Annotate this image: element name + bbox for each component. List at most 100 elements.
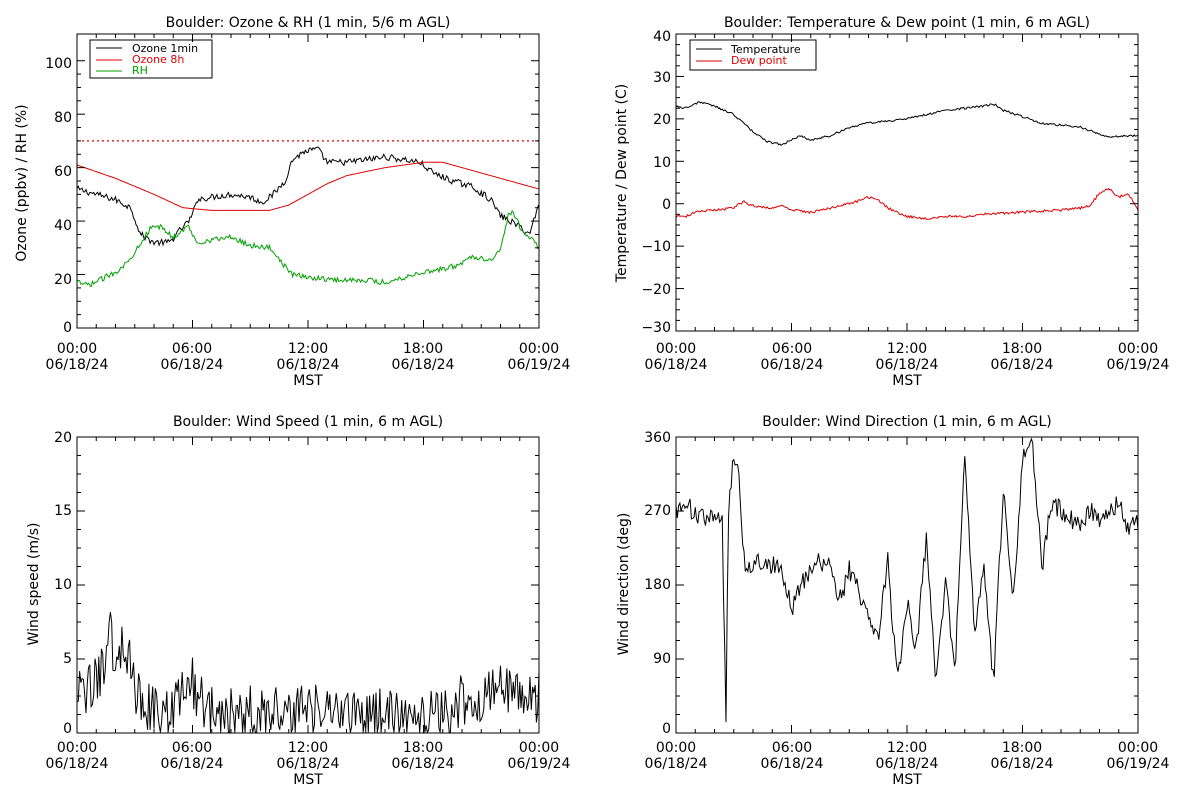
- y-tick-label: 90: [653, 651, 671, 667]
- y-tick-label: −10: [641, 239, 671, 255]
- y-tick-label: 270: [644, 503, 671, 519]
- chart-title: Boulder: Temperature & Dew point (1 min,…: [724, 15, 1090, 31]
- y-ticks: 0 90 180 270 360: [644, 430, 671, 737]
- x-tick-date: 06/18/24: [761, 756, 824, 772]
- x-tick-date: 06/18/24: [645, 756, 708, 772]
- x-tick-time: 06:00: [772, 341, 812, 357]
- x-tick-time: 12:00: [288, 341, 328, 357]
- series-line: [77, 146, 539, 247]
- x-tick-time: 00:00: [57, 341, 97, 357]
- y-axis-label: Wind speed (m/s): [26, 523, 42, 646]
- x-tick-time: 06:00: [172, 341, 212, 357]
- x-tick-time: 06:00: [172, 740, 212, 756]
- x-axis-label: MST: [892, 373, 922, 389]
- y-tick-label: 20: [653, 112, 671, 128]
- y-axis-label: Ozone (ppbv) / RH (%): [14, 104, 30, 261]
- x-tick-time: 12:00: [288, 740, 328, 756]
- chart-title: Boulder: Ozone & RH (1 min, 5/6 m AGL): [166, 15, 451, 31]
- y-tick-label: 60: [54, 164, 72, 180]
- y-tick-label: 0: [63, 721, 72, 737]
- x-tick-date: 06/18/24: [277, 357, 340, 373]
- x-tick-time: 00:00: [57, 740, 97, 756]
- x-tick-time: 00:00: [656, 740, 696, 756]
- x-tick-date: 06/19/24: [508, 357, 571, 373]
- y-tick-label: 180: [644, 577, 671, 593]
- legend: Ozone 1min Ozone 8h RH: [89, 39, 213, 79]
- plot-area: [76, 33, 540, 329]
- chart-panel-ozone-rh: Boulder: Ozone & RH (1 min, 5/6 m AGL) O…: [14, 15, 571, 389]
- x-axis-label: MST: [293, 373, 323, 389]
- x-tick-time: 12:00: [887, 740, 927, 756]
- chart-title: Boulder: Wind Direction (1 min, 6 m AGL): [762, 414, 1051, 430]
- series-line: [676, 437, 1138, 723]
- y-tick-label: 0: [662, 721, 671, 737]
- series-line: [676, 187, 1138, 220]
- x-tick-time: 18:00: [403, 740, 443, 756]
- y-tick-label: 80: [54, 110, 72, 126]
- chart-panel-temperature-dewpoint: Boulder: Temperature & Dew point (1 min,…: [614, 15, 1170, 389]
- y-tick-label: 40: [653, 29, 671, 45]
- legend-label: Dew point: [731, 54, 787, 67]
- y-tick-label: 10: [54, 577, 72, 593]
- x-tick-time: 00:00: [1118, 740, 1158, 756]
- x-tick-time: 18:00: [1002, 341, 1042, 357]
- legend-label: Ozone 8h: [132, 53, 184, 66]
- legend-label: Ozone 1min: [132, 42, 198, 55]
- chart-panel-wind-direction: Boulder: Wind Direction (1 min, 6 m AGL)…: [616, 414, 1170, 788]
- plot-area: [675, 33, 1139, 332]
- x-tick-time: 00:00: [519, 740, 559, 756]
- y-tick-label: −20: [641, 282, 671, 298]
- x-tick-date: 06/18/24: [645, 357, 708, 373]
- x-tick-date: 06/18/24: [876, 357, 939, 373]
- x-tick-time: 12:00: [887, 341, 927, 357]
- chart-panel-wind-speed: Boulder: Wind Speed (1 min, 6 m AGL) Win…: [26, 414, 571, 788]
- plot-area: [675, 436, 1139, 734]
- y-tick-label: 15: [54, 503, 72, 519]
- x-tick-time: 18:00: [1002, 740, 1042, 756]
- plot-area: [76, 436, 540, 734]
- x-tick-date: 06/18/24: [161, 756, 224, 772]
- x-tick-time: 00:00: [1118, 341, 1158, 357]
- y-tick-label: 360: [644, 430, 671, 446]
- x-tick-date: 06/19/24: [508, 756, 571, 772]
- y-ticks: −30 −20 −10 0 10 20 30 40: [641, 29, 671, 336]
- y-ticks: 0 20 40 60 80 100: [45, 56, 72, 336]
- x-ticks: 00:00 06/18/24 06:00 06/18/24 12:00 06/1…: [46, 341, 571, 373]
- x-tick-date: 06/18/24: [161, 357, 224, 373]
- legend-box: [89, 39, 213, 79]
- x-tick-date: 06/18/24: [876, 756, 939, 772]
- x-tick-time: 06:00: [772, 740, 812, 756]
- y-tick-label: 30: [653, 70, 671, 86]
- x-ticks: 00:00 06/18/24 06:00 06/18/24 12:00 06/1…: [645, 740, 1170, 772]
- x-tick-date: 06/19/24: [1107, 357, 1170, 373]
- x-tick-date: 06/18/24: [46, 357, 109, 373]
- y-tick-label: 20: [54, 430, 72, 446]
- x-ticks: 00:00 06/18/24 06:00 06/18/24 12:00 06/1…: [46, 740, 571, 772]
- y-axis-label: Wind direction (deg): [616, 513, 632, 656]
- x-ticks: 00:00 06/18/24 06:00 06/18/24 12:00 06/1…: [645, 341, 1170, 373]
- x-axis-label: MST: [892, 772, 922, 788]
- series-line: [77, 209, 539, 288]
- legend-label: RH: [132, 64, 148, 77]
- x-tick-date: 06/18/24: [991, 756, 1054, 772]
- y-tick-label: 0: [662, 197, 671, 213]
- x-axis-label: MST: [293, 772, 323, 788]
- y-tick-label: 40: [54, 218, 72, 234]
- series-line: [676, 101, 1138, 146]
- chart-title: Boulder: Wind Speed (1 min, 6 m AGL): [173, 414, 443, 430]
- y-tick-label: 20: [54, 272, 72, 288]
- legend-box: [689, 39, 817, 71]
- y-tick-label: 5: [63, 651, 72, 667]
- x-tick-time: 18:00: [403, 341, 443, 357]
- legend: Temperature Dew point: [689, 39, 817, 71]
- x-tick-date: 06/18/24: [761, 357, 824, 373]
- legend-label: Temperature: [730, 43, 801, 56]
- y-tick-label: −30: [641, 320, 671, 336]
- x-tick-date: 06/18/24: [46, 756, 109, 772]
- series-line: [77, 611, 539, 733]
- x-tick-date: 06/18/24: [392, 756, 455, 772]
- x-tick-date: 06/19/24: [1107, 756, 1170, 772]
- y-ticks: 0 5 10 15 20: [54, 430, 72, 737]
- x-tick-time: 00:00: [519, 341, 559, 357]
